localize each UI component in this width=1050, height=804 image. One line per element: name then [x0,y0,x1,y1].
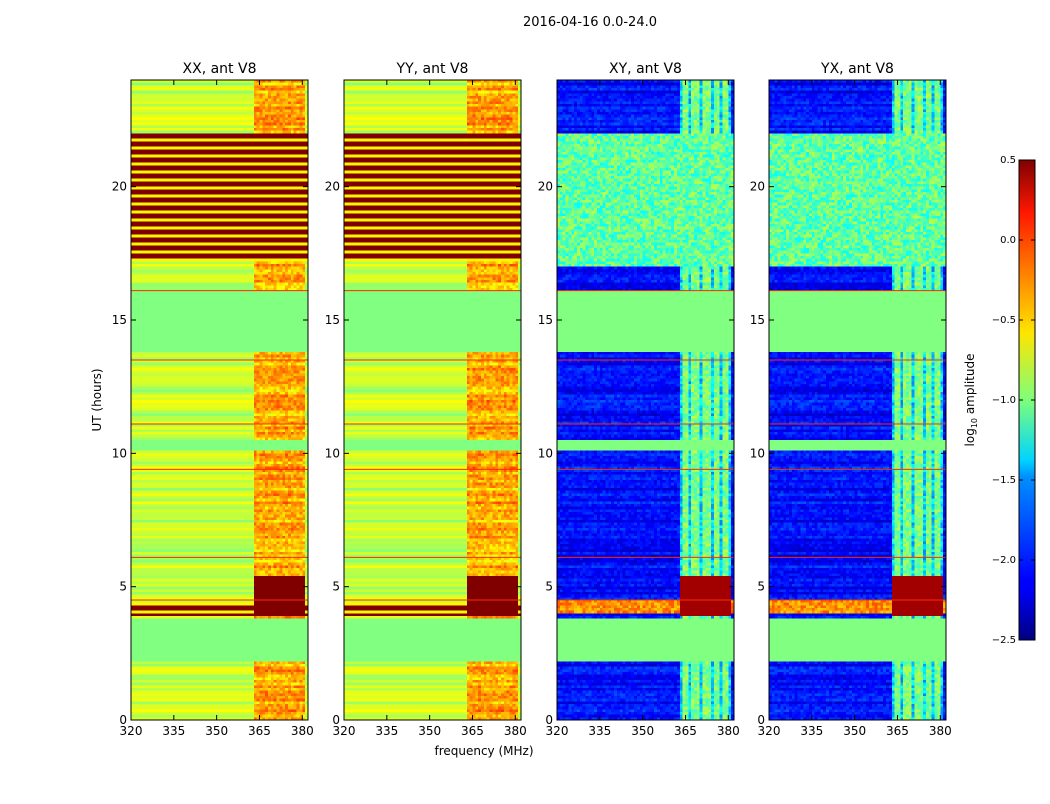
x-tick-label: 350 [418,724,441,738]
y-tick-label: 5 [119,580,127,594]
x-tick-label: 320 [120,724,143,738]
y-tick-label: 15 [538,313,553,327]
x-tick-label: 365 [886,724,909,738]
y-tick-label: 5 [757,580,765,594]
panel-title: YY, ant V8 [396,61,469,77]
colorbar-label: log10 amplitude [963,354,979,447]
x-tick-label: 350 [205,724,228,738]
panel-frame [343,79,522,721]
heatmap-panel-3: XY, ant V8 320 335 350 365 380 0 5 10 15 20 [538,61,740,738]
x-axis-label: frequency (MHz) [434,744,533,758]
heatmap-image [557,80,734,720]
y-axis-label: UT (hours) [90,368,104,431]
panel-title: XX, ant V8 [183,61,257,77]
panel-frame [130,79,309,721]
colorbar-tick-label: 0.0 [1000,235,1016,246]
y-tick-label: 0 [332,713,340,727]
x-tick-label: 365 [248,724,271,738]
x-tick-label: 380 [929,724,952,738]
y-tick-label: 10 [750,446,765,460]
x-tick-label: 350 [631,724,654,738]
y-tick-label: 10 [538,446,553,460]
y-tick-label: 20 [325,180,340,194]
y-tick-label: 0 [119,713,127,727]
panel-title: XY, ant V8 [609,61,682,77]
colorbar-tick-label: −0.5 [992,315,1016,326]
x-tick-label: 335 [588,724,611,738]
figure-suptitle: 2016-04-16 0.0-24.0 [523,15,657,30]
heatmap-image [131,80,308,720]
colorbar-label-sub: 10 [970,418,979,428]
colorbar: 0.5 0.0 −0.5 −1.0 −1.5 −2.0 −2.5 log10 amplitu… [963,155,1036,646]
panel-frame [768,79,947,721]
x-tick-label: 380 [504,724,527,738]
y-tick-label: 10 [112,446,127,460]
colorbar-tick-label: −2.5 [992,635,1016,646]
x-tick-label: 320 [758,724,781,738]
y-tick-label: 5 [332,580,340,594]
x-tick-label: 350 [843,724,866,738]
colorbar-tick-label: −1.0 [992,395,1016,406]
y-tick-label: 15 [325,313,340,327]
x-tick-label: 335 [375,724,398,738]
heatmap-panel-1: XX, ant V8 320 335 350 365 380 0 5 10 15 20 [112,61,314,738]
x-tick-label: 365 [674,724,697,738]
y-tick-label: 0 [757,713,765,727]
y-tick-label: 15 [112,313,127,327]
y-tick-label: 20 [112,180,127,194]
x-tick-label: 380 [291,724,314,738]
x-tick-label: 335 [162,724,185,738]
x-tick-label: 365 [461,724,484,738]
colorbar-tick-label: −2.0 [992,555,1016,566]
heatmap-image [344,80,521,720]
y-tick-label: 15 [750,313,765,327]
heatmap-panel-2: YY, ant V8 320 335 350 365 380 0 5 10 15 20 [325,61,527,738]
colorbar-tick-label: 0.5 [1000,155,1016,166]
x-tick-label: 335 [800,724,823,738]
colorbar-label-log: log [963,428,977,446]
y-tick-label: 5 [545,580,553,594]
y-tick-label: 20 [750,180,765,194]
y-tick-label: 0 [545,713,553,727]
x-tick-label: 320 [333,724,356,738]
y-tick-label: 20 [538,180,553,194]
colorbar-tick-label: −1.5 [992,475,1016,486]
colorbar-label-rest: amplitude [963,354,977,418]
x-tick-label: 380 [717,724,740,738]
panel-title: YX, ant V8 [820,61,894,77]
x-tick-label: 320 [546,724,569,738]
y-tick-label: 10 [325,446,340,460]
panel-frame [556,79,735,721]
heatmap-panel-4: YX, ant V8 320 335 350 365 380 0 5 10 15 20 [750,61,952,738]
heatmap-image [769,80,946,720]
